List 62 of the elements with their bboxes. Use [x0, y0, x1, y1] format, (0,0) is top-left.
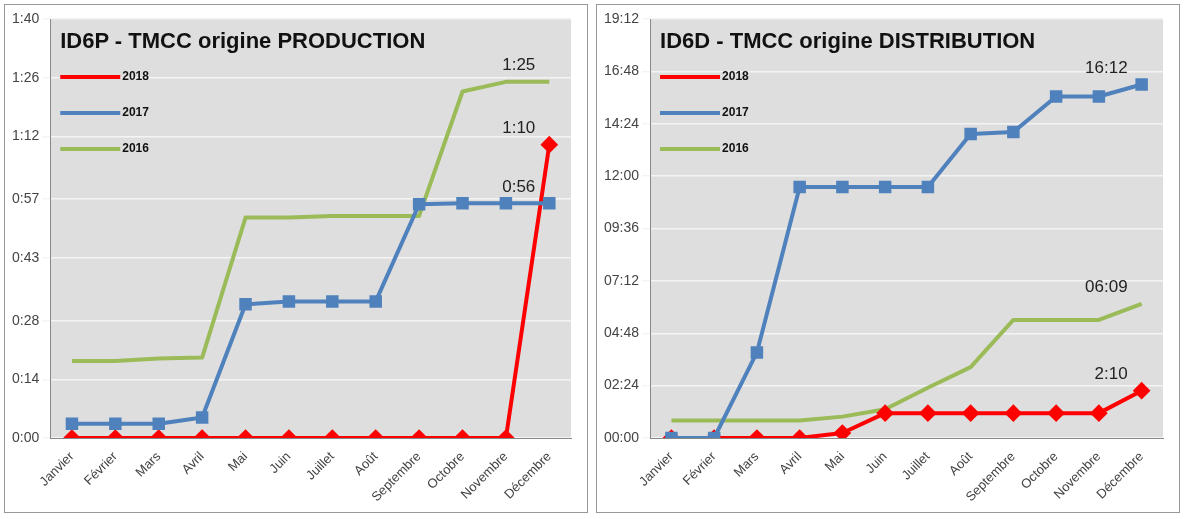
point — [1133, 382, 1150, 399]
y-tick-label: 1:26 — [12, 68, 40, 85]
x-tick-label: Mai — [821, 448, 848, 474]
point — [919, 405, 936, 422]
point — [962, 405, 979, 422]
chart-title: ID6P - TMCC origine PRODUCTION — [60, 28, 426, 54]
point — [1007, 125, 1020, 139]
point — [964, 127, 977, 141]
point — [369, 295, 382, 308]
y-tick-label: 19:12 — [603, 9, 640, 26]
y-tick-label: 04:48 — [603, 324, 640, 341]
data-label: 16:12 — [1085, 57, 1128, 77]
legend-label: 2018 — [722, 69, 750, 84]
data-label: 0:56 — [502, 176, 536, 196]
point — [326, 295, 339, 308]
point — [412, 197, 426, 211]
data-label: 1:25 — [502, 55, 536, 75]
point — [836, 180, 849, 194]
y-tick-label: 1:12 — [12, 127, 40, 144]
y-tick-label: 0:57 — [12, 190, 40, 207]
legend-label: 2017 — [722, 105, 750, 120]
y-tick-label: 0:00 — [12, 428, 40, 445]
point — [543, 197, 556, 210]
point — [793, 180, 806, 194]
data-label: 06:09 — [1085, 276, 1128, 296]
point — [282, 295, 296, 308]
x-tick-label: Mai — [224, 448, 251, 474]
point — [1005, 405, 1022, 422]
y-tick-label: 1:40 — [12, 9, 40, 26]
data-label: 2:10 — [1094, 363, 1128, 383]
data-label: 1:10 — [502, 117, 536, 137]
point — [1090, 405, 1107, 422]
y-tick-label: 02:24 — [603, 376, 640, 393]
point — [878, 180, 892, 194]
point — [1092, 90, 1106, 103]
x-tick-label: Juin — [862, 448, 890, 477]
point — [834, 424, 851, 438]
point — [921, 180, 935, 194]
point — [1135, 78, 1148, 91]
y-tick-label: 12:00 — [603, 166, 640, 183]
legend-label: 2018 — [122, 69, 150, 84]
y-tick-label: 09:36 — [603, 219, 640, 236]
y-tick-label: 0:43 — [12, 248, 40, 265]
y-tick-label: 16:48 — [603, 62, 640, 79]
point — [877, 405, 894, 422]
chart-title: ID6D - TMCC origine DISTRIBUTION — [660, 28, 1036, 54]
point — [750, 346, 764, 359]
point — [239, 298, 252, 311]
legend-label: 2016 — [122, 141, 150, 156]
y-tick-label: 14:24 — [603, 114, 640, 131]
legend-label: 2017 — [122, 105, 150, 120]
point — [499, 197, 513, 210]
point — [456, 197, 469, 210]
y-tick-label: 0:28 — [12, 311, 40, 328]
x-tick-label: Juin — [266, 448, 294, 477]
y-tick-label: 0:14 — [12, 370, 40, 387]
legend-label: 2016 — [722, 141, 750, 156]
point — [1048, 405, 1065, 422]
y-tick-label: 07:12 — [603, 271, 640, 288]
point — [541, 136, 558, 153]
y-tick-label: 00:00 — [603, 428, 640, 445]
point — [1049, 90, 1063, 103]
